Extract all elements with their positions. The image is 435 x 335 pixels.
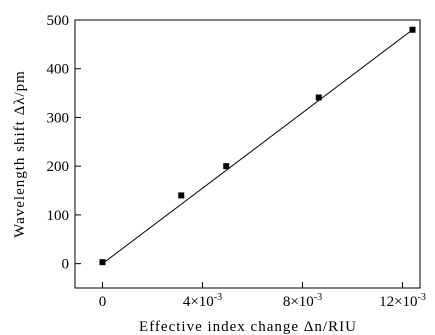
x-tick-label: 4×10-3: [183, 292, 222, 310]
data-points: [99, 26, 416, 266]
y-tick-label: 200: [47, 159, 70, 175]
y-axis-ticks: 0 100 200 300 400 500: [47, 13, 81, 273]
y-tick-label: 0: [62, 257, 70, 273]
x-tick-label: 8×10-3: [283, 292, 322, 310]
y-axis-title: Wavelength shift Δλ/pm: [12, 70, 28, 238]
x-axis-ticks: 0 4×10-3 8×10-3 12×10-3: [99, 282, 426, 310]
x-tick-label: 12×10-3: [379, 292, 426, 310]
plot-frame: [74, 19, 421, 289]
y-tick-label: 100: [47, 208, 70, 224]
x-tick-label: 0: [99, 294, 107, 310]
data-point: [409, 26, 416, 33]
y-tick-label: 400: [47, 62, 70, 78]
fit-line: [102, 29, 413, 265]
data-point: [223, 163, 230, 170]
data-point: [99, 259, 106, 266]
x-axis-title: Effective index change Δn/RIU: [139, 319, 357, 335]
data-point: [178, 192, 185, 199]
y-tick-label: 300: [47, 110, 70, 126]
data-point: [315, 94, 322, 101]
y-tick-label: 500: [47, 13, 70, 29]
